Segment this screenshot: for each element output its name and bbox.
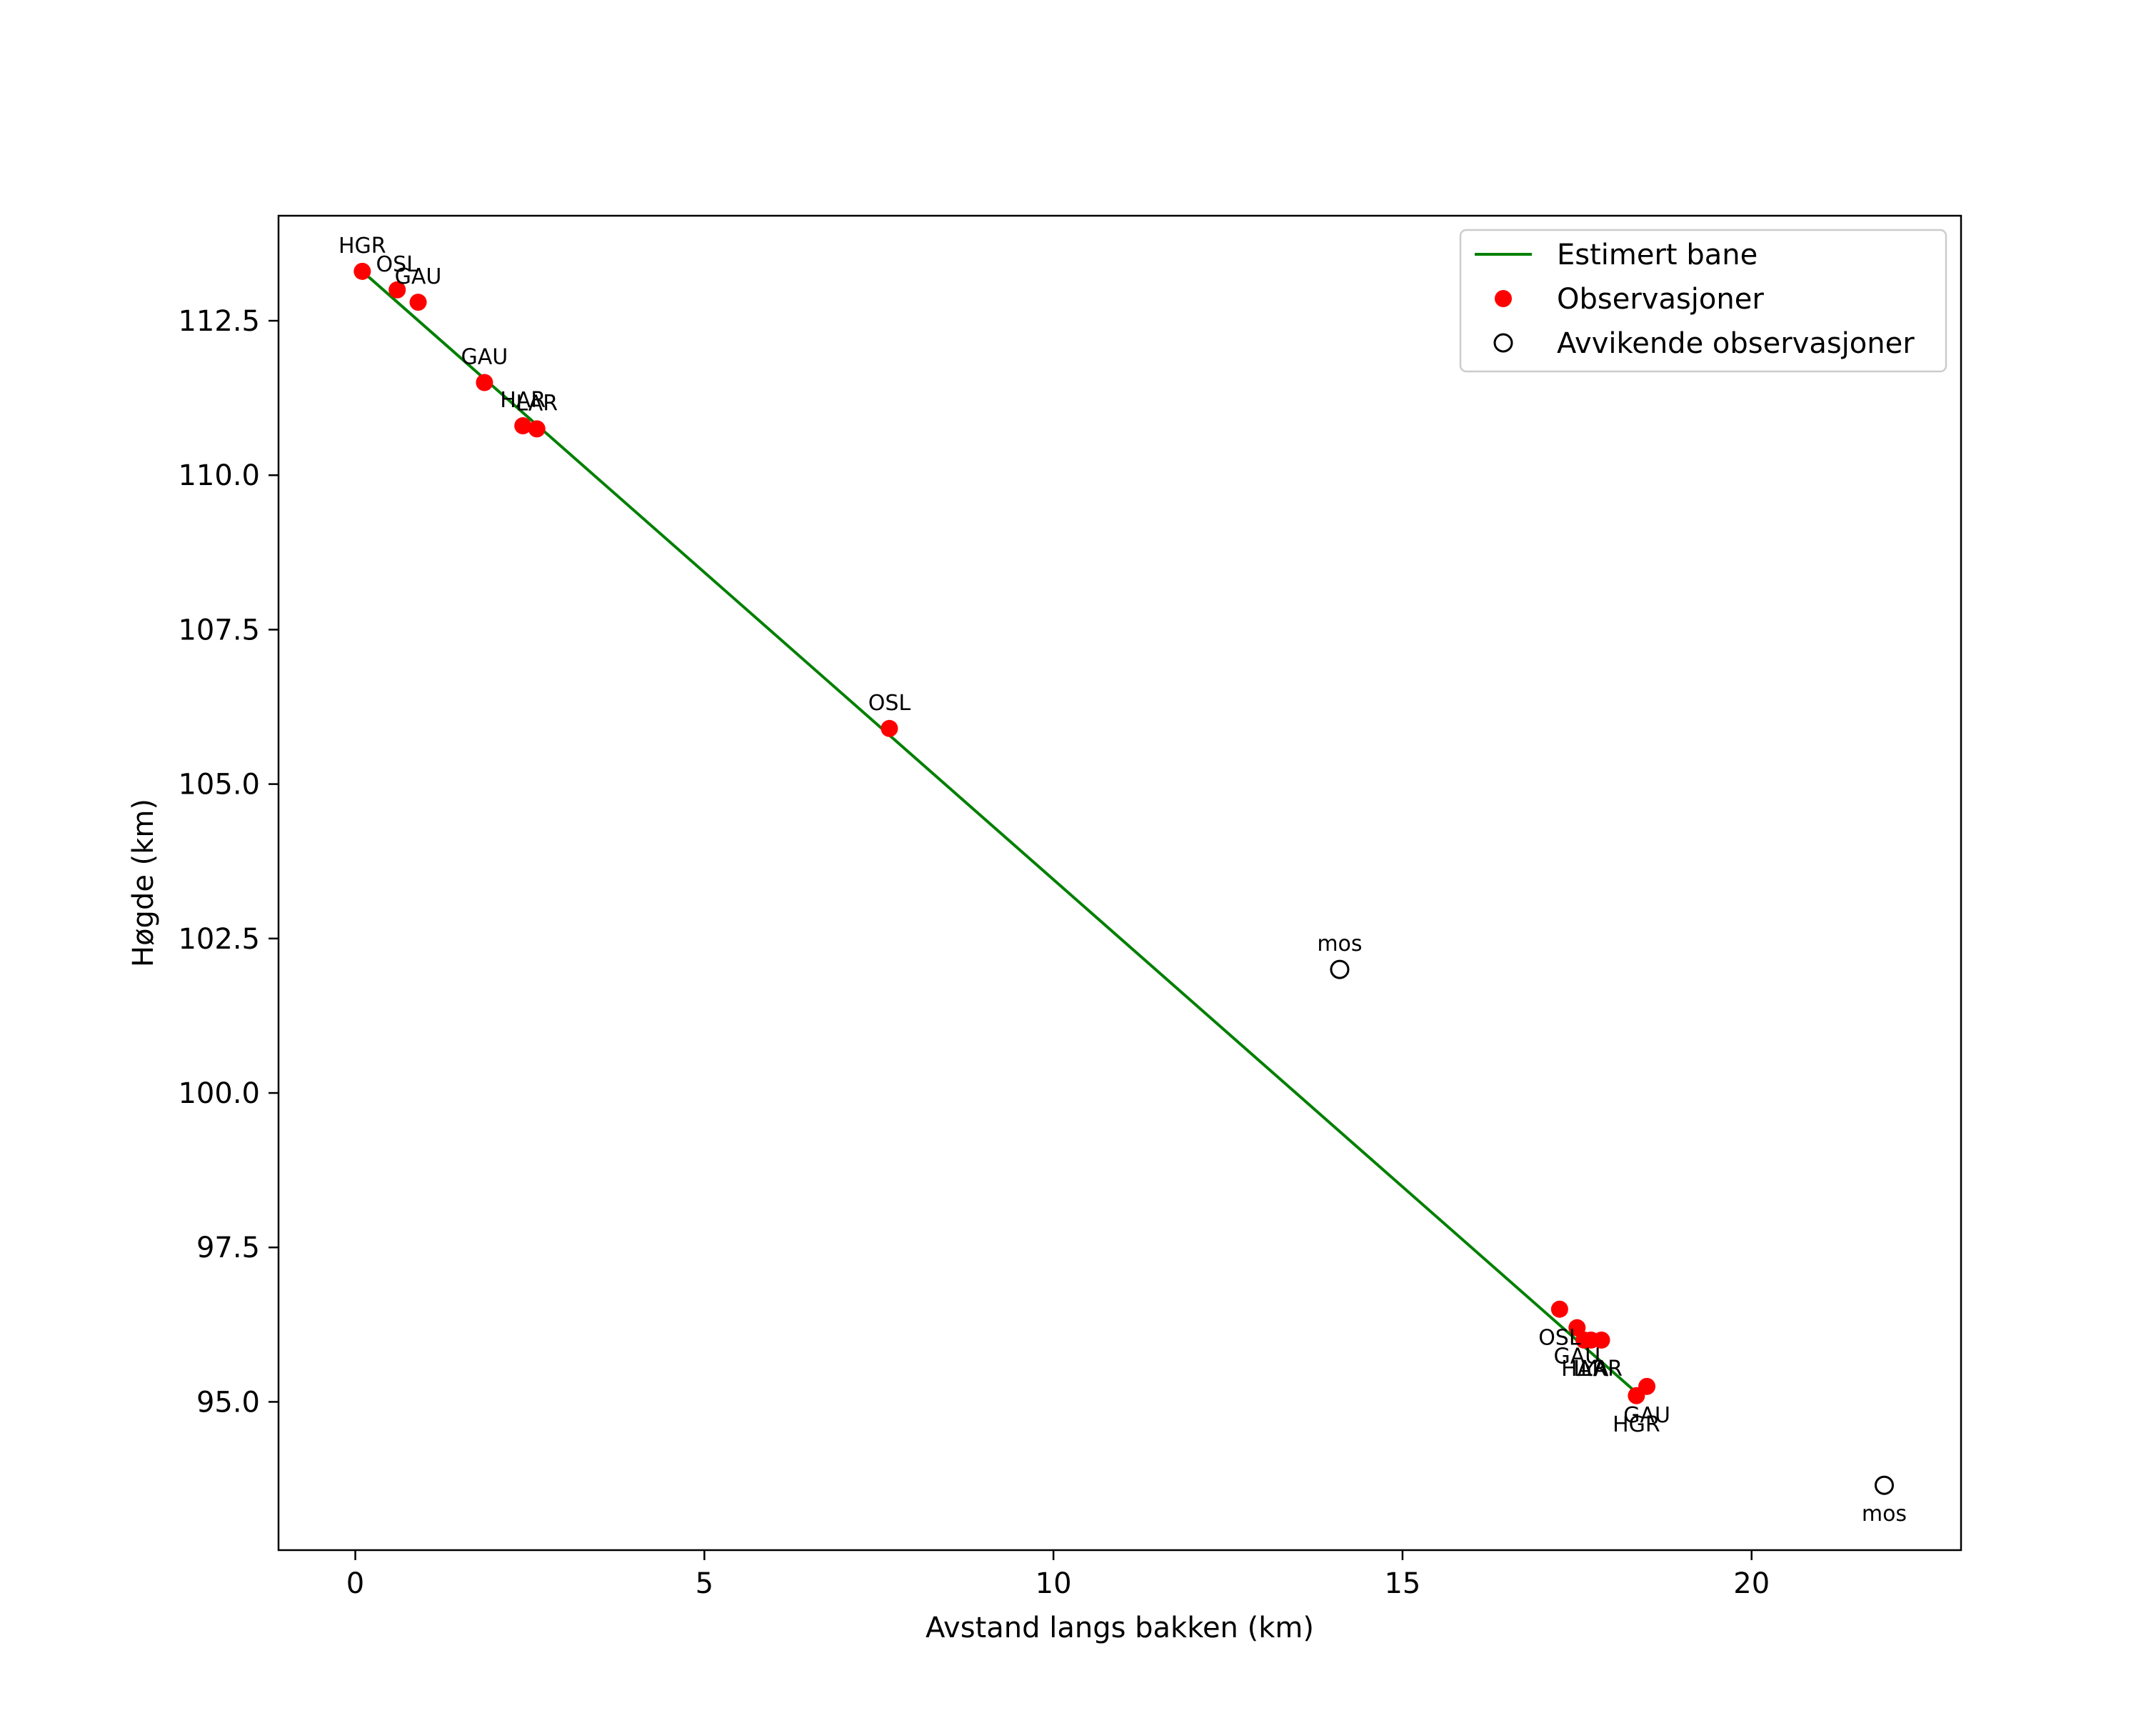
- observation-point: [1550, 1300, 1568, 1318]
- x-tick-label: 5: [696, 1567, 713, 1600]
- observation-station-label: LYA: [1573, 1357, 1609, 1382]
- observation-station-label: HGR: [339, 234, 386, 259]
- observation-station-label: HAR: [500, 388, 546, 413]
- axes-frame: [277, 214, 1962, 1552]
- legend-point-swatch: [1495, 290, 1512, 307]
- outlier-station-label: mos: [1862, 1502, 1907, 1527]
- y-tick-label: 95.0: [196, 1386, 260, 1419]
- legend-label: Observasjoner: [1557, 283, 1764, 316]
- legend-box: [1459, 229, 1947, 373]
- observation-station-label: HAR: [1561, 1357, 1607, 1382]
- y-tick-label: 112.5: [178, 305, 260, 338]
- y-axis-label: Høgde (km): [127, 799, 160, 967]
- y-tick-label: 110.0: [178, 459, 260, 492]
- x-tick-label: 0: [346, 1567, 364, 1600]
- plot-area: HGROSLGAUGAUHARLAROSLOSLGAUHARLYALARHGRG…: [339, 234, 1907, 1527]
- observation-station-label: LAR: [1580, 1357, 1623, 1382]
- observation-point: [354, 262, 371, 280]
- observation-point: [388, 281, 406, 299]
- observation-station-label: OSL: [376, 252, 419, 277]
- x-tick-label: 10: [1036, 1567, 1072, 1600]
- observation-station-label: GAU: [1623, 1403, 1670, 1428]
- observation-station-label: GAU: [395, 264, 442, 289]
- axes: 0 5 10 15 20 95.0 97.5 100.0 102.5 105.0 107.5 110.…: [178, 214, 1962, 1600]
- observation-station-label: OSL: [868, 691, 911, 716]
- observation-station-label: GAU: [1553, 1344, 1600, 1369]
- x-tick-label: 20: [1733, 1567, 1770, 1600]
- y-tick-label: 97.5: [196, 1232, 260, 1264]
- observation-point: [528, 420, 546, 438]
- observation-point: [514, 417, 532, 435]
- legend-label: Estimert bane: [1557, 239, 1758, 271]
- legend: Estimert bane Observasjoner Avvikende obse…: [1459, 229, 1947, 373]
- observation-station-label: OSL: [1538, 1326, 1581, 1351]
- legend-outlier-swatch: [1493, 333, 1513, 353]
- x-axis-label: Avstand langs bakken (km): [926, 1612, 1314, 1644]
- observation-station-label: HGR: [1613, 1412, 1660, 1437]
- x-tick-label: 15: [1384, 1567, 1420, 1600]
- observation-station-label: GAU: [461, 345, 508, 370]
- outlier-station-label: mos: [1317, 932, 1362, 957]
- observation-point: [881, 719, 898, 737]
- observation-point: [1638, 1377, 1656, 1395]
- observation-point: [1593, 1331, 1610, 1349]
- legend-label: Avvikende observasjoner: [1557, 327, 1915, 360]
- outlier-point: [1874, 1475, 1894, 1495]
- estimated-trajectory-line: [361, 270, 1641, 1397]
- observation-station-label: LAR: [516, 391, 558, 416]
- y-tick-label: 102.5: [178, 923, 260, 956]
- y-tick-label: 100.0: [178, 1077, 260, 1110]
- observation-point: [476, 374, 493, 391]
- y-tick-label: 107.5: [178, 614, 260, 646]
- outlier-point: [1330, 959, 1350, 979]
- y-tick-label: 105.0: [178, 769, 260, 801]
- observation-point: [409, 294, 427, 311]
